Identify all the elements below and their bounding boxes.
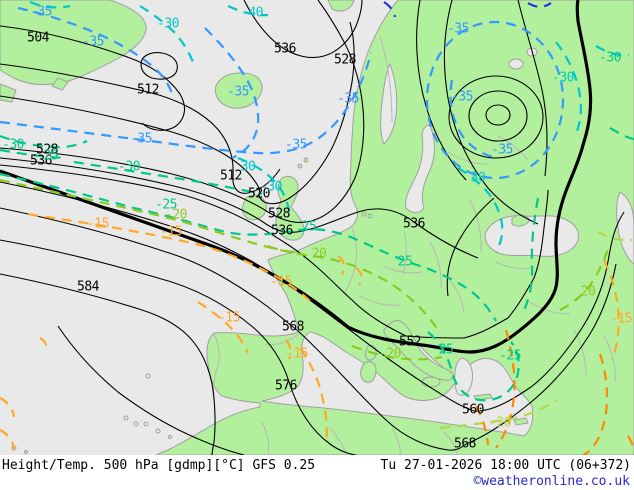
contour-520 (0, 21, 355, 205)
land-svalbard (327, 0, 355, 12)
valid-time-label: Tu 27-01-2026 18:00 UTC (06+372) (380, 458, 631, 473)
land-sardinia (360, 361, 377, 383)
sea-bothnia (380, 62, 398, 145)
land-islet (303, 157, 309, 163)
sea-baltic (405, 124, 435, 213)
lake (508, 58, 524, 70)
status-bar: Height/Temp. 500 hPa [gdmp][°C] GFS 0.25… (0, 455, 634, 490)
contour-568 (0, 207, 617, 451)
contour-576 (0, 239, 357, 455)
contour-544 (446, 197, 495, 297)
copyright-link[interactable]: ©weatheronline.co.uk (473, 474, 630, 489)
sea-aegean (454, 357, 473, 396)
land-sicily (421, 376, 441, 388)
contour-544 (0, 164, 549, 339)
land-greenland (0, 0, 147, 86)
country-borders (213, 35, 616, 455)
weather-map: 504 512 536 528 512 520 528 536 536 528 536 584 568 5… (0, 0, 634, 455)
chart-title: Height/Temp. 500 hPa [gdmp][°C] GFS 0.25 (2, 458, 316, 473)
contour-512 (0, 63, 281, 194)
temp-minus45-lines (383, 1, 552, 18)
contour-532 (416, 0, 467, 181)
contour-low-ring (468, 90, 528, 142)
contour-528 (0, 0, 365, 224)
land-crete (473, 393, 493, 401)
land-masses (0, 0, 634, 455)
temp-minus20-lines (0, 178, 611, 361)
contour-560 (0, 181, 625, 412)
temp-minus35-lines (0, 6, 565, 180)
map-canvas (0, 0, 634, 455)
contour-low-ring (485, 104, 511, 126)
temp-minus15-dark-lines (475, 329, 634, 455)
contour-504-closed (140, 52, 178, 80)
land-islet (297, 163, 303, 169)
land-cyprus (513, 417, 529, 426)
land-eurasia-africa (155, 0, 634, 455)
land-islet (51, 77, 69, 91)
contour-584 (0, 273, 216, 455)
contour-592 (57, 325, 245, 455)
contour-low-ring (448, 75, 544, 159)
contour-504 (0, 25, 185, 131)
temperature-contours (0, 0, 634, 455)
temp-minus40-minus30-cyan-lines (29, 0, 630, 253)
temp-minus20-light-lines (439, 231, 633, 430)
temp-minus30-minus25-teal-lines (0, 127, 634, 402)
contour-536 (243, 0, 363, 59)
land-iceland (214, 72, 263, 109)
land-islet (367, 213, 373, 219)
land-islet (361, 211, 367, 217)
temp-minus15-lines (0, 212, 620, 450)
sea-caspian (616, 191, 634, 265)
